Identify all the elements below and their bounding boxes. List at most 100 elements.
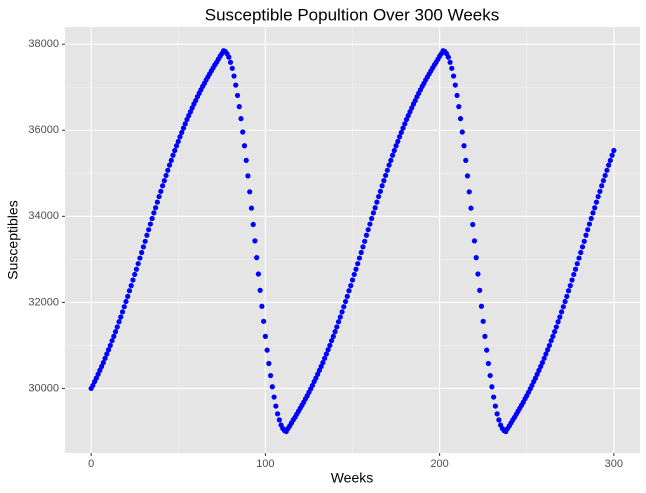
- point: [461, 143, 467, 149]
- point: [121, 304, 127, 310]
- point: [456, 104, 462, 110]
- point: [261, 318, 267, 324]
- point: [558, 309, 565, 315]
- point: [484, 347, 490, 353]
- point: [315, 371, 321, 377]
- point: [409, 105, 415, 111]
- point: [569, 277, 575, 283]
- point: [579, 244, 586, 250]
- point: [177, 134, 183, 140]
- point: [454, 92, 460, 99]
- point: [363, 232, 370, 238]
- point: [241, 143, 248, 149]
- y-axis-title: Susceptibles: [5, 200, 21, 279]
- point: [250, 221, 256, 228]
- point: [600, 178, 607, 184]
- point: [142, 238, 148, 244]
- point: [362, 238, 368, 244]
- point: [118, 314, 124, 320]
- point: [365, 227, 371, 233]
- point: [585, 227, 591, 233]
- point: [248, 205, 255, 211]
- point: [564, 293, 570, 299]
- point: [496, 417, 502, 423]
- point: [166, 162, 173, 168]
- point: [154, 199, 160, 205]
- point: [379, 183, 385, 189]
- point: [346, 288, 352, 294]
- point: [604, 167, 610, 173]
- point: [487, 372, 493, 379]
- point: [606, 162, 612, 168]
- point: [457, 116, 464, 122]
- point: [576, 255, 582, 261]
- point: [538, 363, 544, 370]
- point: [553, 324, 559, 330]
- point: [381, 178, 387, 184]
- point: [107, 342, 113, 349]
- point: [123, 298, 129, 305]
- point: [374, 199, 380, 205]
- point: [353, 266, 359, 272]
- point: [534, 371, 540, 377]
- point: [348, 283, 354, 289]
- point: [135, 261, 141, 267]
- point: [254, 255, 260, 261]
- point: [153, 205, 159, 211]
- point: [607, 157, 613, 163]
- point: [339, 309, 345, 315]
- point: [555, 319, 561, 325]
- x-tick-label: 200: [430, 458, 448, 470]
- point: [243, 157, 249, 163]
- point: [578, 249, 584, 256]
- point: [229, 65, 235, 71]
- point: [322, 355, 328, 361]
- point: [236, 104, 242, 110]
- point: [276, 417, 282, 423]
- point: [266, 360, 272, 367]
- point: [193, 97, 199, 104]
- point: [147, 221, 153, 227]
- point: [560, 304, 566, 310]
- point: [450, 73, 457, 79]
- point: [240, 129, 246, 135]
- point: [477, 287, 483, 293]
- x-tick-label: 0: [88, 458, 94, 470]
- point: [395, 138, 401, 145]
- point: [93, 375, 99, 381]
- point: [320, 360, 326, 366]
- point: [405, 113, 411, 119]
- point: [271, 394, 277, 400]
- point: [550, 333, 556, 339]
- point: [189, 105, 195, 111]
- point: [565, 288, 572, 294]
- point: [370, 210, 377, 216]
- point: [126, 288, 133, 294]
- point: [536, 367, 542, 373]
- point: [485, 360, 492, 367]
- point: [351, 271, 357, 278]
- point: [264, 347, 270, 353]
- point: [226, 54, 232, 60]
- point: [396, 134, 403, 140]
- point: [109, 338, 115, 344]
- point: [489, 384, 495, 390]
- point: [478, 303, 485, 309]
- point: [159, 183, 166, 189]
- point: [459, 129, 465, 135]
- point: [341, 304, 347, 310]
- point: [372, 205, 378, 211]
- point: [334, 324, 340, 330]
- point: [238, 116, 244, 122]
- point: [567, 283, 573, 289]
- point: [592, 205, 598, 211]
- point: [491, 394, 497, 400]
- point: [119, 309, 126, 315]
- y-tick-label: 32000: [28, 296, 59, 308]
- point: [344, 293, 350, 299]
- chart-title: Susceptible Popultion Over 300 Weeks: [205, 5, 500, 24]
- point: [125, 293, 131, 299]
- point: [90, 382, 96, 389]
- points: [88, 48, 617, 435]
- point: [391, 147, 397, 154]
